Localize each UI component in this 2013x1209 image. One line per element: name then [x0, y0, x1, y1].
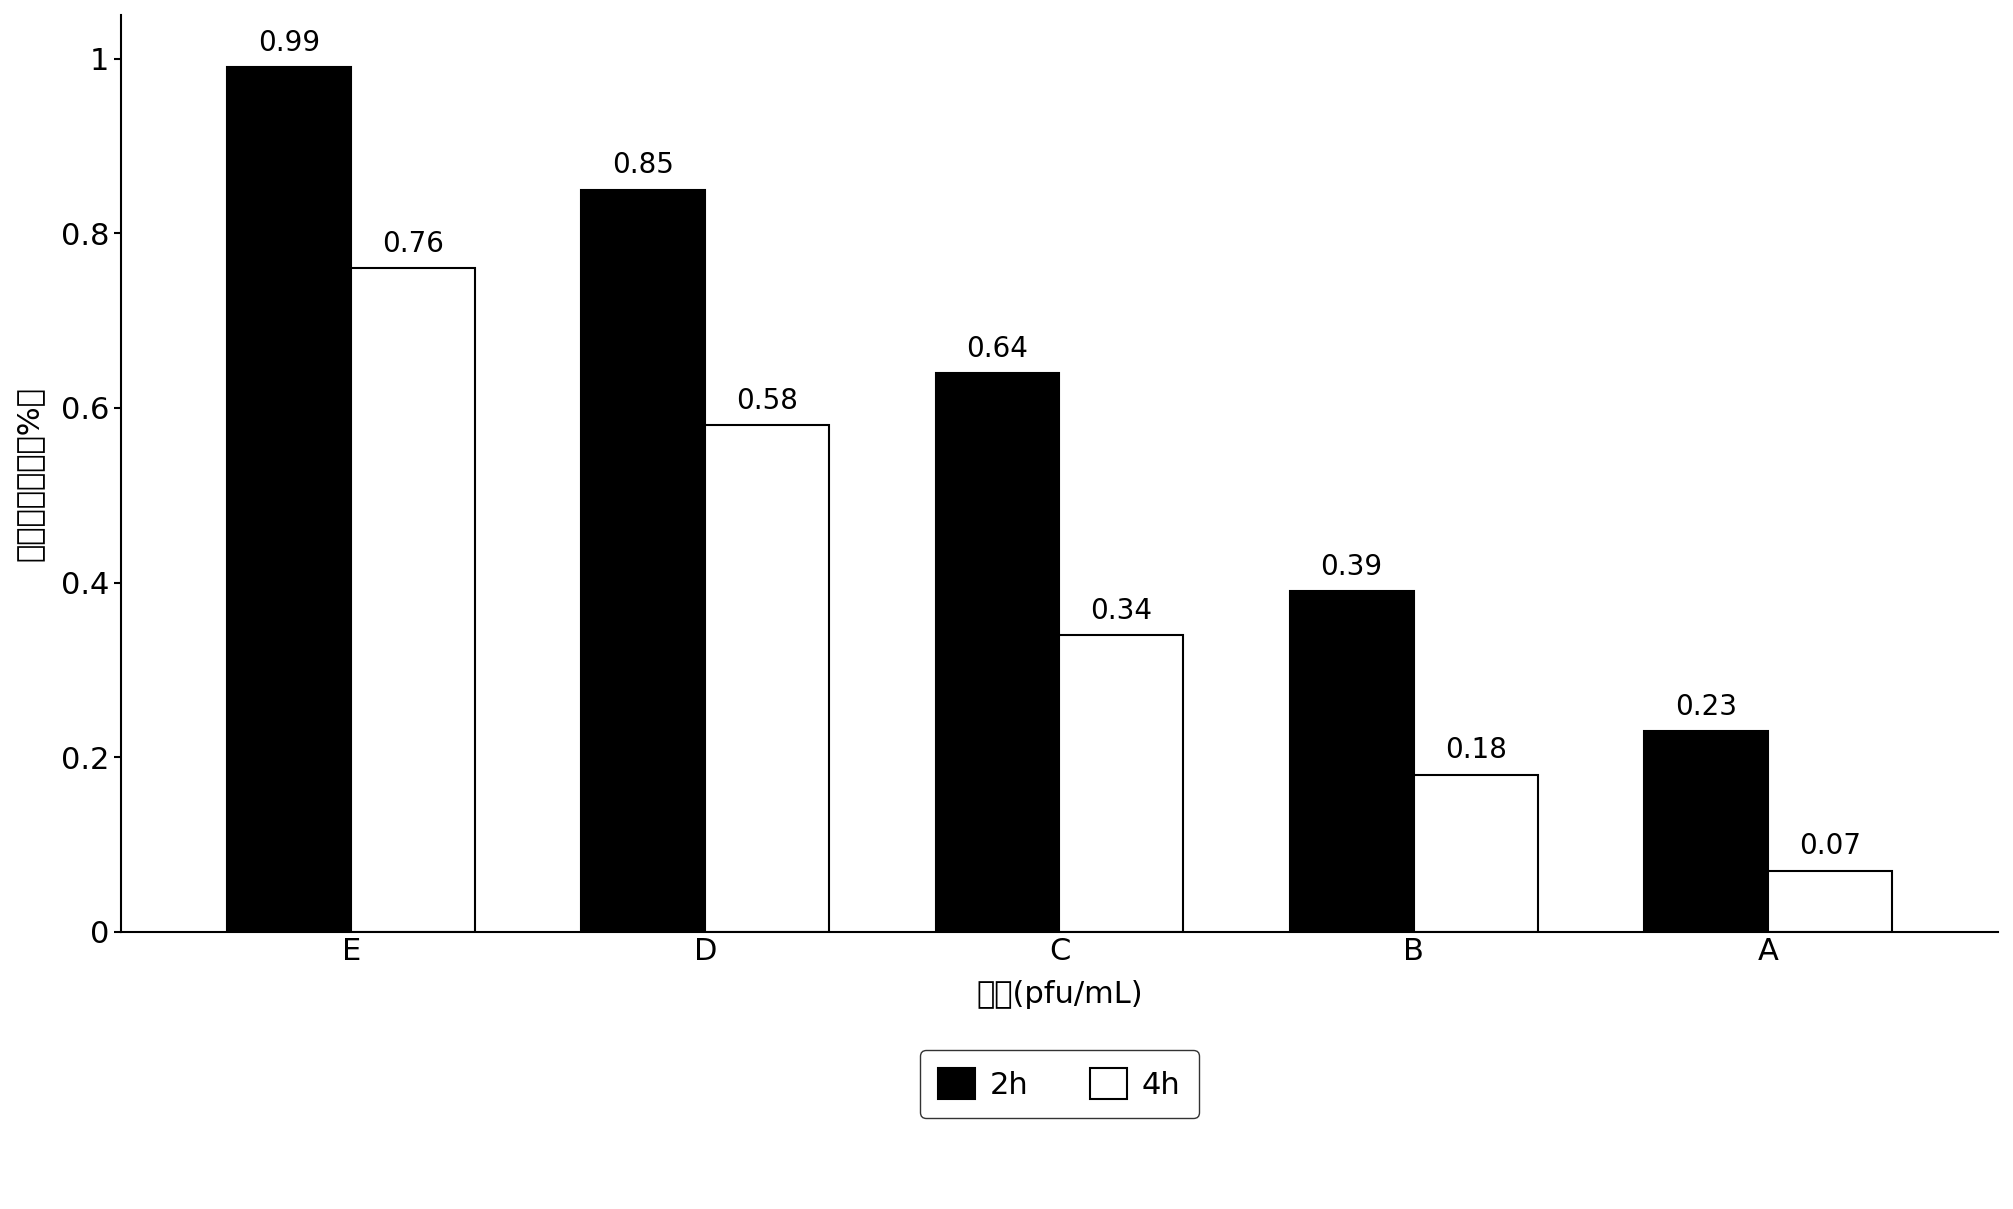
Text: 0.64: 0.64 [966, 335, 1029, 363]
Bar [350, 268, 475, 932]
Bar [582, 190, 705, 932]
Bar [936, 374, 1059, 932]
Bar [1059, 635, 1184, 932]
Text: 0.99: 0.99 [258, 29, 320, 57]
Text: 0.85: 0.85 [612, 151, 674, 179]
Text: 0.07: 0.07 [1800, 832, 1860, 861]
Bar [227, 68, 350, 932]
Bar [1413, 775, 1538, 932]
Text: 0.34: 0.34 [1091, 596, 1153, 625]
Bar [1290, 591, 1413, 932]
Text: 0.76: 0.76 [382, 230, 445, 258]
Legend: 2h, 4h: 2h, 4h [920, 1049, 1200, 1118]
Bar [705, 426, 829, 932]
Bar [1645, 731, 1767, 932]
X-axis label: 浓度(pfu/mL): 浓度(pfu/mL) [976, 979, 1143, 1008]
Text: 0.39: 0.39 [1321, 553, 1383, 580]
Text: 0.18: 0.18 [1445, 736, 1506, 764]
Y-axis label: 致病菌残留率（%）: 致病菌残留率（%） [14, 386, 44, 561]
Bar [1767, 870, 1892, 932]
Text: 0.23: 0.23 [1675, 693, 1737, 721]
Text: 0.58: 0.58 [737, 387, 799, 415]
